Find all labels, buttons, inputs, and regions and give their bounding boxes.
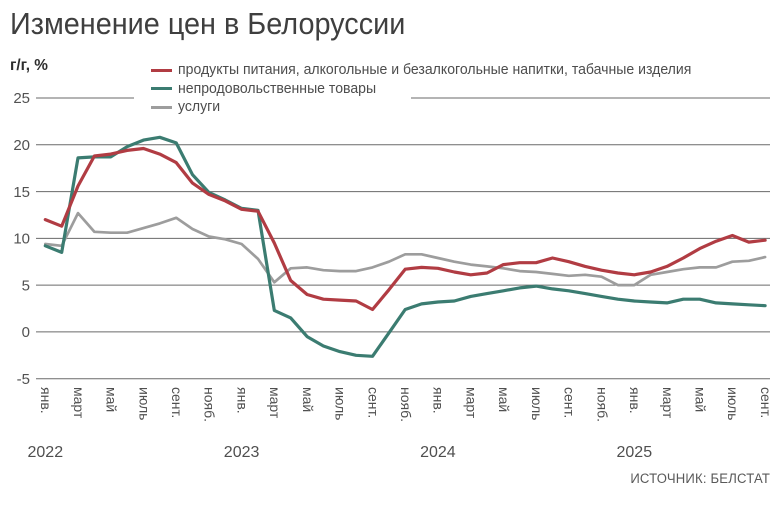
x-axis-tick-label: сент. — [365, 387, 381, 418]
y-axis-tick-label: 15 — [13, 184, 30, 201]
y-axis-tick-label: 10 — [13, 231, 30, 248]
x-axis-tick-label: янв. — [627, 387, 643, 414]
legend-item-food: продукты питания, алкогольные и безалког… — [151, 61, 707, 80]
y-axis-tick-label: -5 — [17, 371, 30, 388]
y-axis-tick-label: 25 — [13, 90, 30, 107]
y-axis-tick-label: 5 — [22, 277, 30, 294]
x-axis-tick-label: янв. — [431, 387, 447, 414]
x-axis-tick-label: июль — [725, 387, 741, 420]
y-axis-tick-label: 20 — [13, 137, 30, 154]
legend-swatch-food-line-icon — [151, 68, 172, 72]
y-axis-tick-label: 0 — [22, 324, 30, 341]
x-axis-tick-label: май — [104, 387, 120, 412]
x-axis-tick-label: сент. — [562, 387, 578, 418]
x-axis-tick-label: июль — [136, 387, 152, 420]
x-axis-tick-label: март — [71, 387, 87, 419]
chart-title: Изменение цен в Белоруссии — [10, 6, 406, 41]
x-axis-tick-label: март — [660, 387, 676, 419]
x-axis-year-label: 2024 — [420, 444, 456, 461]
source-credit: ИСТОЧНИК: БЕЛСТАТ — [630, 471, 770, 486]
x-axis-tick-label: нояб. — [202, 387, 218, 422]
x-axis-tick-label: май — [496, 387, 512, 412]
series-line-0 — [43, 146, 767, 312]
y-axis-units-label: г/г, % — [10, 57, 48, 74]
legend-item-services: услуги — [151, 98, 707, 117]
x-axis-tick-label: июль — [529, 387, 545, 420]
legend-label-services: услуги — [178, 99, 221, 116]
x-axis-year-label: 2025 — [617, 444, 653, 461]
legend-swatch-nonfood-line-icon — [151, 87, 172, 91]
series-line-2 — [43, 211, 767, 287]
legend-item-nonfood: непродовольственные товары — [151, 80, 707, 99]
x-axis-tick-label: янв. — [38, 387, 54, 414]
x-axis-year-label: 2023 — [224, 444, 260, 461]
x-axis-year-label: 2022 — [28, 444, 64, 461]
legend-label-nonfood: непродовольственные товары — [178, 80, 377, 97]
x-axis-tick-label: июль — [333, 387, 349, 420]
x-axis-tick-label: май — [300, 387, 316, 412]
x-axis-tick-label: май — [693, 387, 709, 412]
legend: продукты питания, алкогольные и безалког… — [151, 61, 707, 117]
legend-swatch-services-line-icon — [151, 105, 172, 109]
x-axis-tick-label: нояб. — [398, 387, 414, 422]
x-axis-tick-label: нояб. — [594, 387, 610, 422]
x-axis-tick-label: сент. — [758, 387, 774, 418]
x-axis-tick-label: сент. — [169, 387, 185, 418]
x-axis-tick-label: янв. — [234, 387, 250, 414]
series-line-1 — [43, 135, 767, 358]
x-axis-tick-label: март — [267, 387, 283, 419]
legend-label-food: продукты питания, алкогольные и безалког… — [178, 62, 692, 79]
x-axis-tick-label: март — [464, 387, 480, 419]
